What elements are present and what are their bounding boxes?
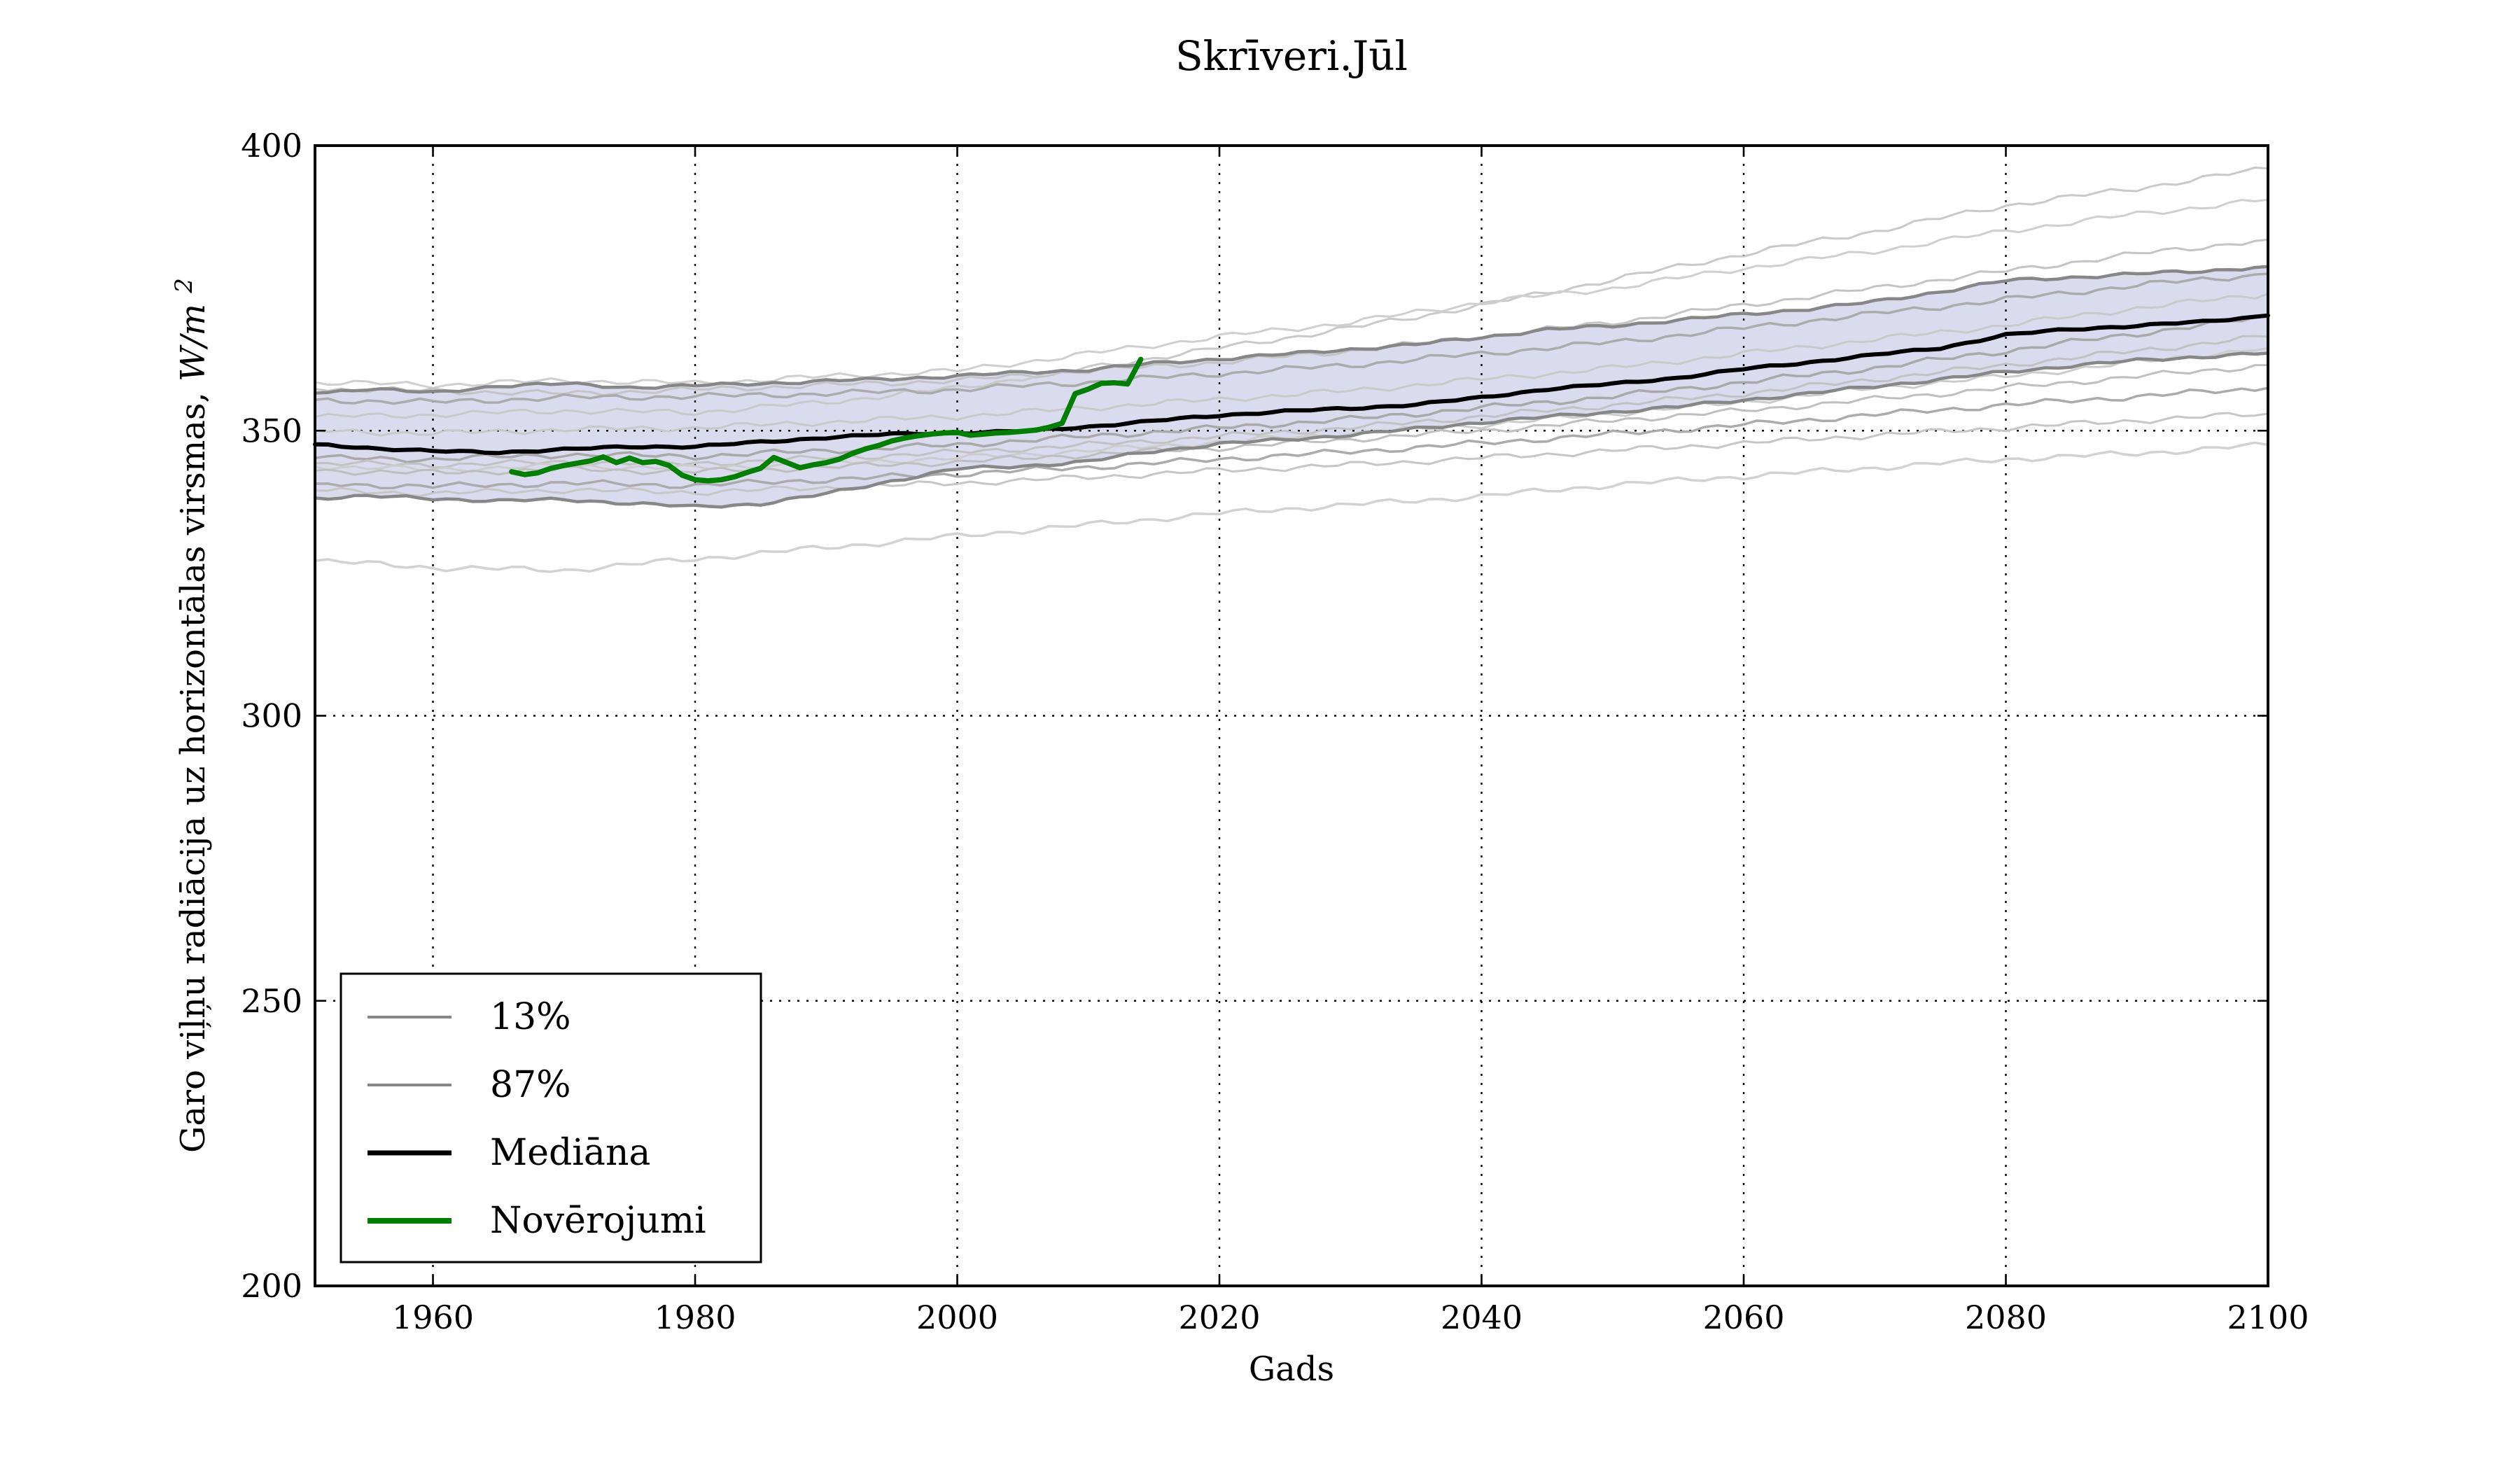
legend: 13% 87% Mediāna Novērojumi: [340, 972, 762, 1264]
legend-box: [340, 972, 762, 1264]
legend-label-noverojumi: Novērojumi: [490, 1200, 706, 1242]
series-13pct: [313, 351, 2270, 509]
series-87pct: [313, 265, 2270, 395]
y-axis-label-superscript: 2: [170, 278, 198, 294]
x-tick-label: 2100: [2227, 1298, 2309, 1336]
x-tick-label: 1960: [392, 1298, 474, 1336]
x-tick-label: 2020: [1178, 1298, 1260, 1336]
series-ens-11: [314, 412, 2269, 498]
series-ens-01: [314, 167, 2269, 419]
tick-label-layer: 1960 1980 2000 2020 2040 2060 2080 2100 200 250 30…: [241, 127, 2309, 1336]
y-axis-label-unit: W/m: [174, 304, 213, 382]
legend-entry-87pct: 87%: [368, 1064, 571, 1106]
chart-title: Skrīveri.Jūl: [1175, 32, 1408, 80]
series-Mediāna: [313, 313, 2270, 456]
series-Novērojumi: [509, 356, 1144, 484]
y-axis-label: Garo viļņu radiācija uz horizontālas vir…: [170, 278, 213, 1153]
y-tick-label: 350: [241, 412, 302, 449]
y-tick-label: 200: [241, 1267, 302, 1305]
axes-frame: [314, 144, 2269, 1287]
y-tick-label: 250: [241, 982, 302, 1020]
legend-label-13pct: 13%: [490, 996, 571, 1038]
y-tick-label: 400: [241, 127, 302, 164]
x-tick-label: 2080: [1965, 1298, 2047, 1336]
series-layer: [313, 167, 2270, 573]
series-ens-06: [314, 315, 2269, 463]
legend-label-mediana: Mediāna: [490, 1132, 650, 1174]
series-ens-12: [314, 441, 2269, 573]
x-axis-label: Gads: [1249, 1350, 1334, 1389]
series-ens-03: [314, 238, 2269, 397]
series-ens-10: [314, 386, 2269, 490]
series-ens-05: [314, 293, 2269, 437]
y-tick-label: 300: [241, 697, 302, 735]
x-tick-label: 2040: [1441, 1298, 1522, 1336]
legend-entry-13pct: 13%: [368, 996, 571, 1038]
series-ens-08: [314, 346, 2269, 473]
y-axis-label-text: Garo viļņu radiācija uz horizontālas vir…: [174, 382, 213, 1153]
legend-label-87pct: 87%: [490, 1064, 571, 1106]
percentile-band: [315, 266, 2268, 507]
x-tick-label: 2000: [916, 1298, 998, 1336]
legend-entry-mediana: Mediāna: [368, 1132, 650, 1174]
legend-entry-noverojumi: Novērojumi: [368, 1200, 706, 1242]
x-tick-label: 2060: [1702, 1298, 1784, 1336]
series-ens-02: [314, 198, 2269, 389]
percentile-band-layer: [315, 266, 2268, 507]
series-ens-04: [314, 272, 2269, 405]
x-tick-label: 1980: [654, 1298, 736, 1336]
